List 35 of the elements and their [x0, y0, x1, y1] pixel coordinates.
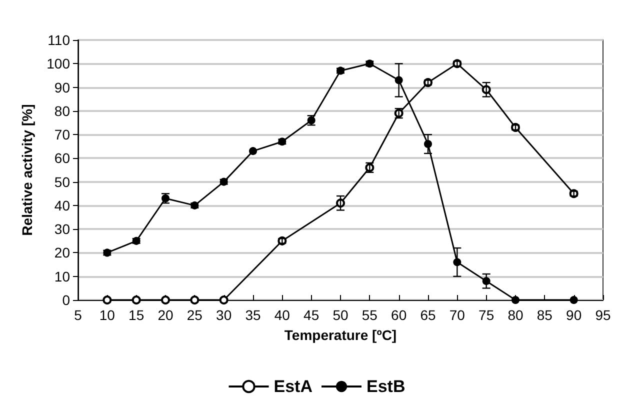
x-tick-label: 90 — [566, 307, 582, 323]
y-tick-label: 0 — [62, 292, 70, 308]
y-tick-label: 20 — [54, 244, 70, 261]
x-tick-label: 25 — [186, 307, 203, 323]
y-tick-label: 80 — [54, 102, 70, 119]
x-axis-title: Temperature [ºC] — [284, 327, 397, 343]
x-tick-label: 95 — [595, 307, 611, 323]
x-tick-label: 50 — [332, 307, 348, 323]
x-tick-label: 10 — [99, 307, 116, 323]
x-tick-label: 40 — [274, 307, 290, 323]
x-tick-label: 65 — [420, 307, 436, 323]
y-tick-label: 60 — [54, 150, 70, 166]
x-tick-label: 55 — [362, 307, 378, 323]
legend-label: EstB — [366, 377, 406, 396]
x-tick-label: 5 — [74, 307, 82, 323]
x-tick-label: 20 — [158, 307, 174, 323]
y-axis-title: Relative activity [%] — [19, 104, 35, 236]
x-tick-label: 15 — [128, 307, 144, 323]
y-tick-label: 30 — [54, 221, 70, 238]
y-tick-label: 100 — [46, 56, 70, 72]
x-tick-label: 45 — [304, 307, 320, 323]
x-tick-label: 80 — [508, 307, 524, 323]
x-tick-label: 85 — [536, 307, 553, 323]
x-tick-label: 70 — [449, 307, 466, 323]
y-tick-label: 10 — [54, 268, 70, 284]
y-tick-label: 40 — [54, 197, 70, 214]
y-tick-label: 90 — [54, 79, 70, 96]
y-tick-label: 110 — [48, 32, 70, 48]
y-tick-label: 50 — [54, 174, 70, 190]
x-tick-label: 60 — [391, 307, 407, 323]
legend-label: EstA — [274, 377, 313, 396]
x-tick-label: 30 — [216, 307, 232, 323]
y-tick-label: 70 — [54, 126, 70, 143]
x-tick-label: 75 — [478, 307, 494, 323]
x-tick-label: 35 — [245, 307, 261, 323]
